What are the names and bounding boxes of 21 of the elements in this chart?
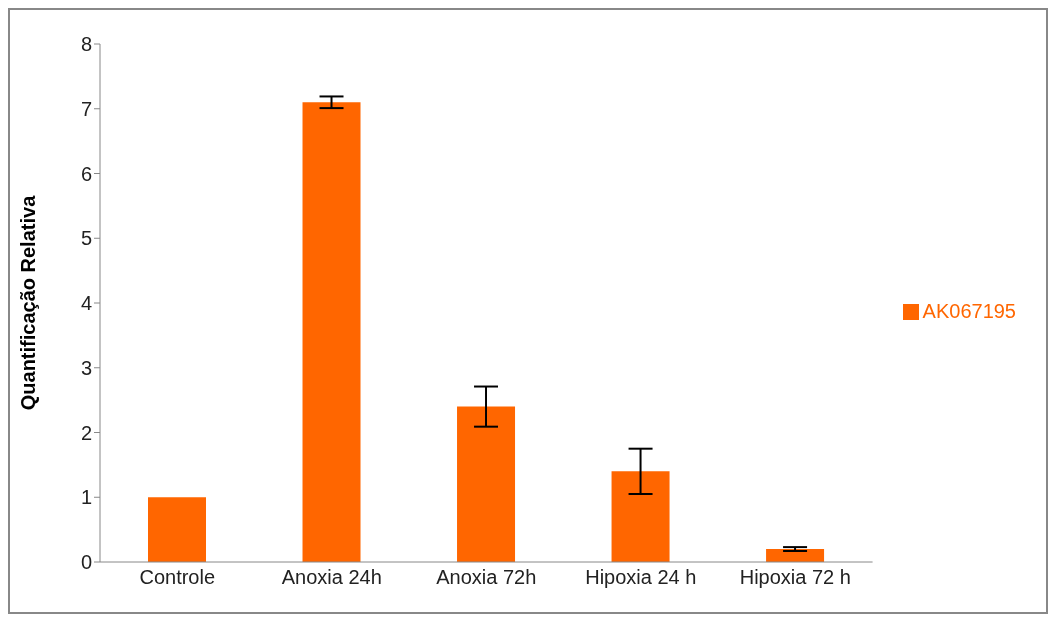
bar <box>302 102 361 562</box>
y-tick-label: 1 <box>80 486 92 509</box>
x-tick-label: Hipoxia 24 h <box>585 566 697 589</box>
x-tick-label: Anoxia 24h <box>281 566 382 589</box>
y-tick-label: 8 <box>80 33 92 56</box>
y-tick-label: 4 <box>80 292 92 315</box>
bar <box>611 471 670 562</box>
bar <box>148 497 206 562</box>
y-tick-label: 7 <box>80 97 92 120</box>
x-tick-label: Anoxia 72h <box>436 566 537 589</box>
bar <box>766 549 825 562</box>
legend-label: AK067195 <box>922 299 1016 322</box>
y-tick-label: 5 <box>80 227 92 250</box>
y-tick-label: 6 <box>80 162 92 185</box>
y-tick-label: 2 <box>80 421 92 444</box>
x-tick-label: Hipoxia 72 h <box>739 566 851 589</box>
x-tick-label: Controle <box>139 566 216 589</box>
y-axis-title: Quantificação Relativa <box>17 194 40 411</box>
bar <box>457 406 516 562</box>
y-tick-label: 0 <box>80 551 92 574</box>
y-tick-label: 3 <box>80 356 92 379</box>
